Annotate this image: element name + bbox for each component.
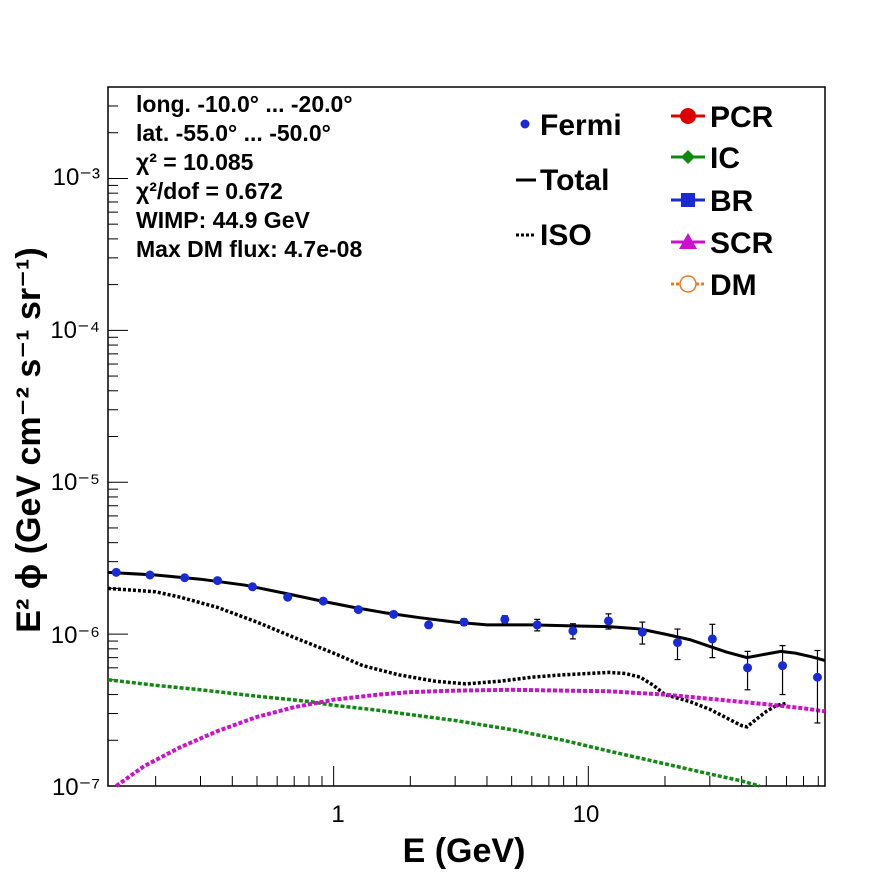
legend-fermi-marker <box>520 119 530 129</box>
legend-dm-marker <box>679 275 697 293</box>
series-scr-curve <box>115 687 826 788</box>
fermi-point <box>568 626 578 636</box>
series-total-curve <box>107 570 826 662</box>
y-tick-label-1e-6: 10⁻⁶ <box>51 622 100 649</box>
fermi-point <box>247 582 257 592</box>
fermi-point <box>424 620 434 630</box>
y-tick-label-1e-5: 10⁻⁵ <box>51 469 100 496</box>
fermi-points <box>111 567 822 724</box>
fermi-point <box>500 614 510 624</box>
fermi-point <box>743 663 753 673</box>
legend-scr-marker <box>679 233 697 249</box>
info-wimp: WIMP: 44.9 GeV <box>136 207 310 233</box>
fermi-point <box>283 592 293 602</box>
fermi-point <box>353 605 363 615</box>
x-tick-label-1: 1 <box>331 801 344 828</box>
legend-total-label: Total <box>540 164 609 197</box>
fermi-point <box>603 616 613 626</box>
legend-pcr-marker <box>680 108 696 124</box>
x-tick-label-10: 10 <box>573 801 600 828</box>
series-iso-curve <box>107 586 787 729</box>
legend-scr-label: SCR <box>710 227 774 260</box>
axis-ticks <box>108 86 819 787</box>
fermi-point <box>145 570 155 580</box>
y-tick-label-1e-3: 10⁻³ <box>53 164 100 191</box>
info-chi2-dof: χ²/dof = 0.672 <box>136 178 283 204</box>
legend-br-label: BR <box>710 185 754 218</box>
fermi-point <box>213 576 223 586</box>
fermi-point <box>389 609 399 619</box>
legend-pcr-label: PCR <box>710 101 774 134</box>
fermi-point <box>812 672 822 682</box>
legend-ic-marker <box>681 150 695 164</box>
curves <box>107 570 826 788</box>
fermi-point <box>111 567 121 577</box>
legend-ic-label: IC <box>710 142 740 175</box>
y-axis-label: E² ϕ (GeV cm⁻² s⁻¹ sr⁻¹) <box>10 247 48 632</box>
fermi-point <box>707 634 717 644</box>
fermi-point <box>637 627 647 637</box>
legend-fermi-label: Fermi <box>540 109 622 142</box>
legend-dm-label: DM <box>710 269 757 302</box>
fermi-point <box>673 638 683 648</box>
y-tick-label-1e-4: 10⁻⁴ <box>50 317 100 344</box>
legend-br-marker <box>681 193 695 207</box>
x-axis-label: E (GeV) <box>403 832 526 870</box>
info-longitude: long. -10.0° ... -20.0° <box>136 91 353 117</box>
fermi-point <box>532 620 542 630</box>
y-tick-label-1e-7: 10⁻⁷ <box>52 774 100 801</box>
info-max-dm-flux: Max DM flux: 4.7e-08 <box>136 236 362 262</box>
info-latitude: lat. -55.0° ... -50.0° <box>136 120 331 146</box>
fermi-point <box>778 661 788 671</box>
series-ic-curve <box>107 678 760 788</box>
fermi-point <box>180 573 190 583</box>
info-chi2: χ² = 10.085 <box>136 149 254 175</box>
fermi-point <box>459 617 469 627</box>
legend-iso-label: ISO <box>540 219 592 252</box>
fermi-point <box>318 596 328 606</box>
